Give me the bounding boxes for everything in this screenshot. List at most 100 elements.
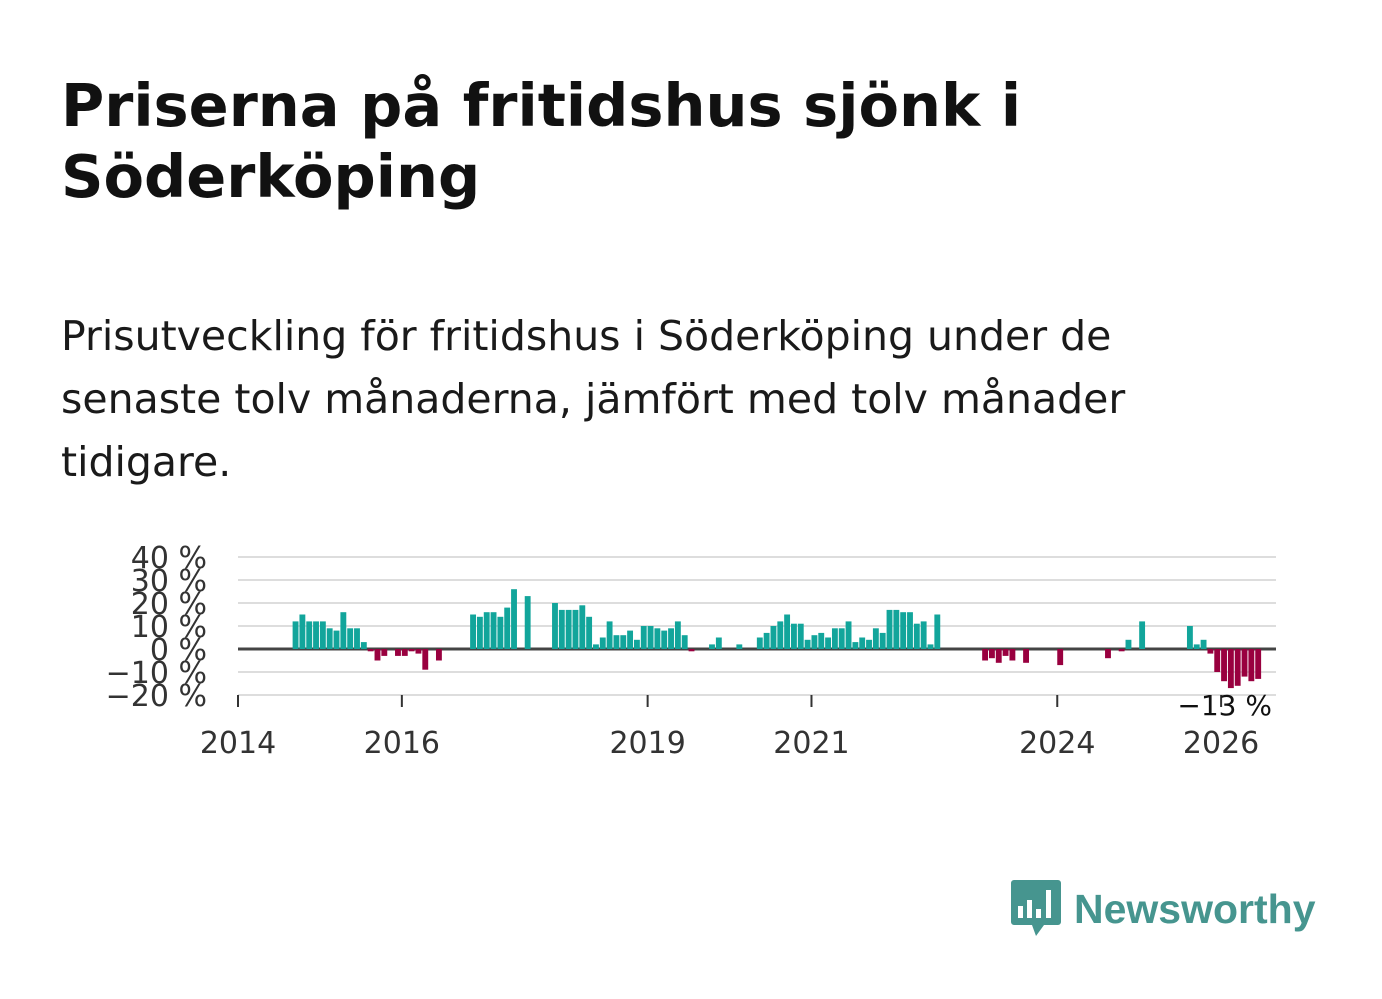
bar: [558, 609, 565, 649]
bar: [552, 603, 558, 649]
bar: [613, 635, 620, 649]
bar: [982, 649, 989, 661]
x-tick-label: 2024: [1019, 726, 1095, 761]
newsworthy-chart-bubble-icon: [1011, 880, 1061, 936]
bar: [859, 637, 866, 649]
bar: [790, 623, 797, 649]
bar: [927, 644, 934, 649]
bar: [620, 635, 627, 649]
bar: [470, 614, 476, 649]
bar: [900, 612, 907, 649]
bar: [879, 632, 886, 649]
bar: [852, 642, 859, 649]
bar: [1227, 649, 1234, 689]
x-tick-label: 2021: [773, 726, 849, 761]
bar: [1105, 649, 1111, 659]
last-value-label: −13 %: [1177, 689, 1272, 722]
bar: [511, 589, 517, 649]
x-axis: 2014 2016 2019 2021 2024 2026: [200, 695, 1259, 761]
bar: [913, 623, 920, 649]
bar: [668, 628, 674, 649]
bar: [422, 649, 429, 670]
bar: [415, 649, 422, 654]
y-tick-label: −10 %: [106, 656, 207, 691]
bar: [306, 621, 313, 649]
bar: [401, 649, 408, 656]
bar: [360, 642, 367, 649]
bar: [1193, 644, 1200, 649]
bar: [797, 623, 804, 649]
bar: [818, 632, 825, 649]
bar: [340, 612, 347, 649]
chart-title: Priserna på fritidshus sjönk i Söderköpi…: [61, 71, 1022, 211]
bar: [524, 596, 531, 649]
bar: [825, 637, 832, 649]
bar: [1255, 649, 1262, 679]
bar: [647, 626, 654, 649]
bar: [907, 612, 913, 649]
bar: [333, 630, 340, 649]
bar: [1118, 649, 1125, 652]
y-tick-label: 20 %: [131, 587, 207, 622]
bar: [633, 639, 640, 649]
bar: [1207, 649, 1214, 654]
bar: [1221, 649, 1227, 682]
bar: [586, 616, 593, 649]
bar: [736, 644, 743, 649]
bar: [497, 616, 504, 649]
y-tick-label: 40 %: [131, 541, 207, 576]
bar: [319, 621, 326, 649]
bar: [845, 621, 852, 649]
bar: [995, 649, 1002, 663]
newsworthy-logo: Newsworthy: [1010, 878, 1316, 940]
bar: [579, 605, 586, 649]
bar: [1234, 649, 1241, 686]
bar: [893, 609, 900, 649]
bar: [1248, 649, 1255, 682]
bar: [654, 628, 661, 649]
bar: [395, 649, 401, 656]
chart-bars: [292, 589, 1262, 689]
bar: [709, 644, 715, 649]
bar-chart: 40 %30 %20 %10 %0 %−10 %−20 % 2014 2016 20…: [106, 541, 1276, 761]
bar: [435, 649, 442, 661]
bar: [565, 609, 572, 649]
x-tick-label: 2019: [609, 726, 685, 761]
bar: [1057, 649, 1064, 666]
bar: [347, 628, 354, 649]
bar: [1002, 649, 1009, 656]
bar: [920, 621, 927, 649]
bar: [292, 621, 299, 649]
bar: [1241, 649, 1248, 677]
bar: [934, 614, 941, 649]
bar: [756, 637, 763, 649]
bar: [593, 644, 599, 649]
bar: [408, 649, 415, 652]
bar: [1139, 621, 1146, 649]
bar: [313, 621, 319, 649]
bar: [811, 635, 818, 649]
bar: [886, 609, 893, 649]
bar: [599, 637, 606, 649]
y-tick-label: 30 %: [131, 564, 207, 599]
x-tick-label: 2014: [200, 726, 276, 761]
chart-gridlines: [238, 556, 1276, 696]
bar: [476, 616, 483, 649]
bar: [606, 621, 613, 649]
bar: [1214, 649, 1221, 672]
bar: [367, 649, 374, 652]
bar: [784, 614, 791, 649]
bar: [688, 649, 695, 652]
bar: [1200, 639, 1207, 649]
brand-name: Newsworthy: [1074, 885, 1316, 932]
bar: [866, 639, 872, 649]
bar: [326, 628, 333, 649]
bar: [1186, 626, 1193, 649]
bar: [763, 632, 770, 649]
bar: [674, 621, 681, 649]
bar: [661, 630, 668, 649]
bar: [838, 628, 845, 649]
bar: [354, 628, 360, 649]
x-tick-label: 2016: [364, 726, 440, 761]
bar: [483, 612, 490, 649]
